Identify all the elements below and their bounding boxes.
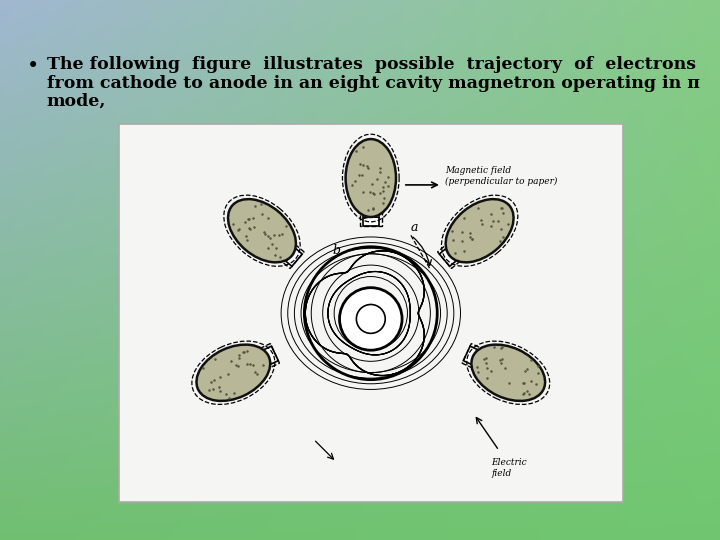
Text: Magnetic field
(perpendicular to paper): Magnetic field (perpendicular to paper) — [445, 166, 557, 186]
Polygon shape — [464, 346, 512, 380]
Polygon shape — [439, 225, 485, 266]
Text: Electric
field: Electric field — [491, 458, 527, 477]
Ellipse shape — [228, 199, 296, 262]
Circle shape — [356, 305, 385, 333]
Ellipse shape — [346, 139, 396, 217]
Text: a: a — [410, 221, 418, 234]
Polygon shape — [257, 225, 302, 266]
Text: mode,: mode, — [47, 93, 107, 110]
Ellipse shape — [446, 199, 513, 262]
Circle shape — [340, 288, 402, 350]
Ellipse shape — [472, 345, 545, 401]
Ellipse shape — [197, 345, 270, 401]
Polygon shape — [230, 346, 278, 380]
Text: •: • — [27, 57, 40, 76]
Polygon shape — [363, 178, 379, 226]
Text: The following  figure  illustrates  possible  trajectory  of  electrons: The following figure illustrates possibl… — [47, 56, 696, 73]
Text: from cathode to anode in an eight cavity magnetron operating in π: from cathode to anode in an eight cavity… — [47, 75, 700, 91]
Text: b: b — [333, 244, 341, 256]
Bar — [119, 124, 623, 502]
